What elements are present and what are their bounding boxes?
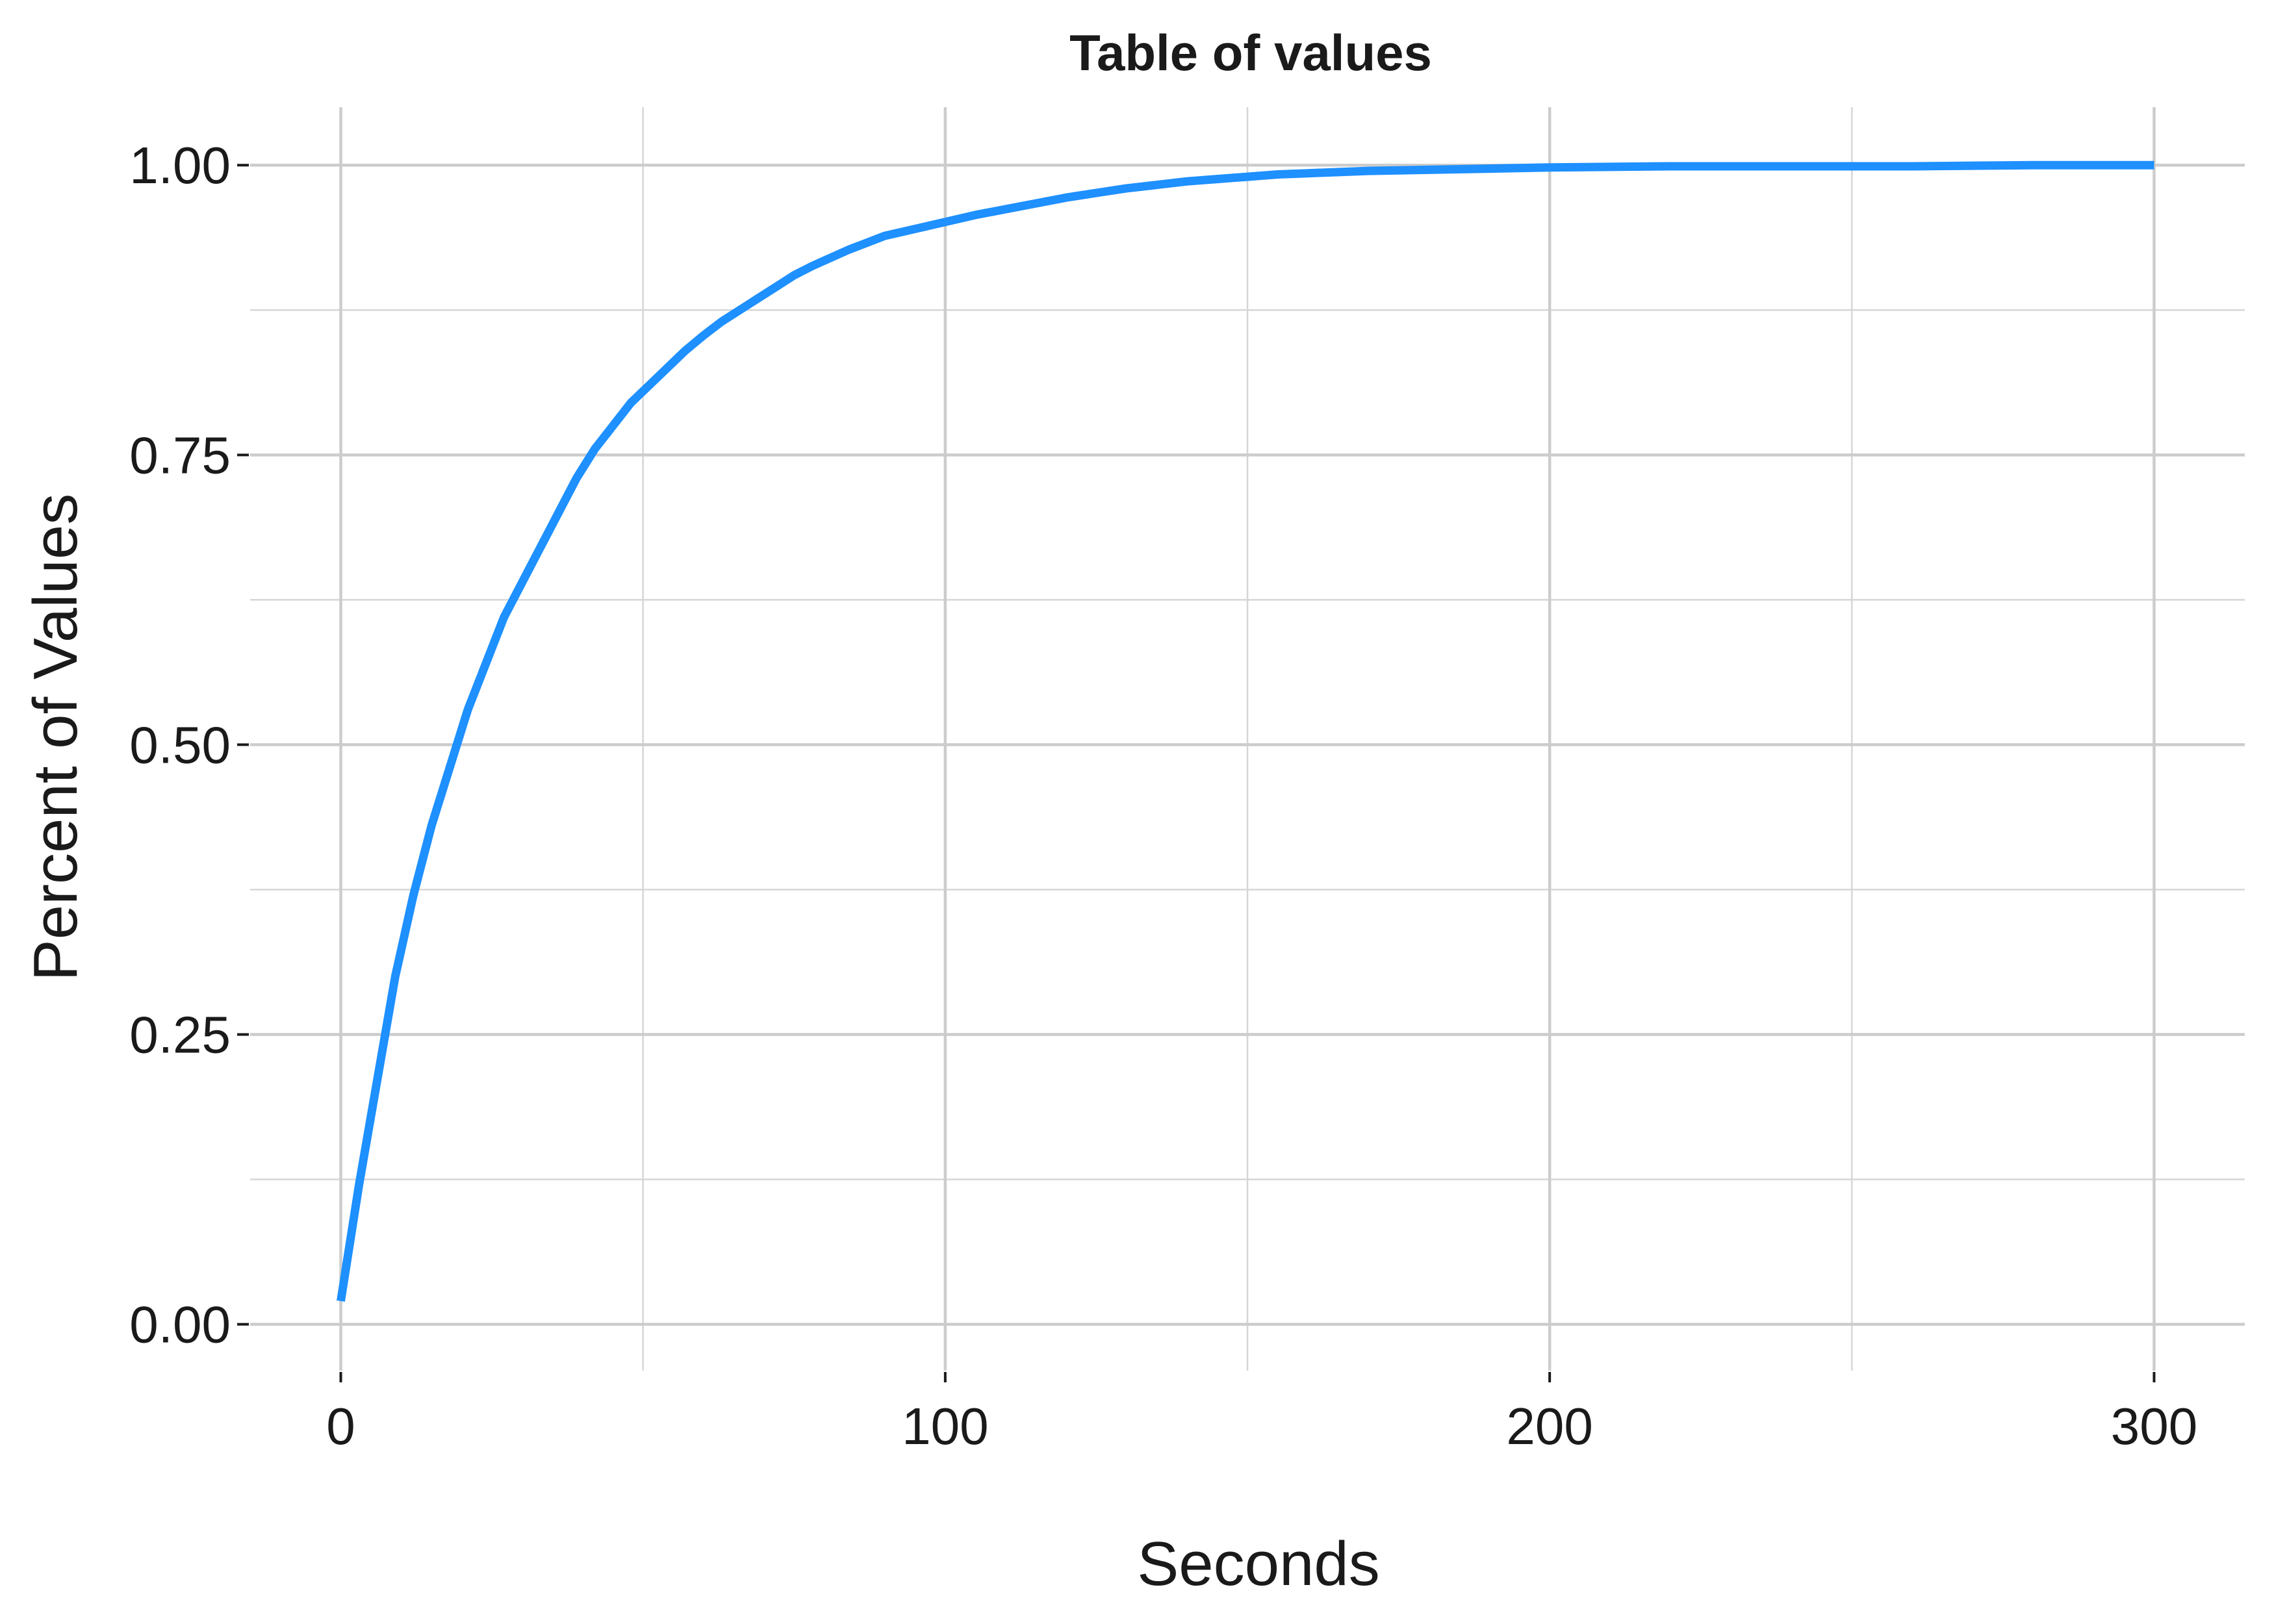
y-tick-label: 0.25 bbox=[129, 1006, 231, 1064]
x-tick-label: 100 bbox=[902, 1397, 988, 1455]
x-axis-label: Seconds bbox=[1137, 1529, 1380, 1599]
grid bbox=[250, 107, 2245, 1371]
y-tick-label: 0.50 bbox=[129, 716, 231, 774]
x-tick-label: 200 bbox=[1506, 1397, 1592, 1455]
series-layer bbox=[337, 160, 2154, 1302]
y-tick-label: 0.75 bbox=[129, 426, 231, 484]
x-tick-label: 0 bbox=[326, 1397, 355, 1455]
series-line bbox=[337, 160, 2154, 1302]
axis-ticks: 0 100 200 300 0.00 0.25 0.50 0.75 1.00 bbox=[129, 136, 2197, 1455]
chart-title: Table of values bbox=[1069, 24, 1432, 81]
y-tick-label: 0.00 bbox=[129, 1296, 231, 1354]
y-axis-label: Percent of Values bbox=[21, 494, 90, 982]
x-tick-label: 300 bbox=[2111, 1397, 2197, 1455]
y-tick-label: 1.00 bbox=[129, 136, 231, 194]
